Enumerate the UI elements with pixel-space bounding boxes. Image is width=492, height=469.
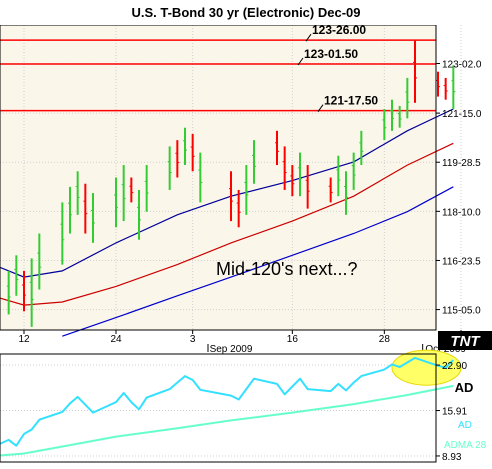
ad-tick-label: 15.91 (442, 407, 467, 418)
price-y-axis: 123-02.0 121-15.0 119-28.5 118-10.0 116-23.5… (436, 60, 482, 317)
price-tick-label: 123-02.0 (442, 60, 482, 71)
moving-averages (0, 108, 454, 337)
adma-line (0, 384, 454, 457)
logo-text: TNT (450, 333, 481, 350)
level-label: 121-17.50 (324, 94, 378, 108)
ad-legend-ad: AD (458, 420, 472, 431)
month-label: Sep 2009 (210, 344, 253, 355)
ad-gridlines (0, 364, 436, 457)
level-labels: 123-26.00 123-01.50 121-17.50 (297, 23, 378, 112)
ad-tick-label: 8.93 (442, 452, 462, 463)
level-callout (317, 104, 324, 112)
date-tick-label: 16 (287, 334, 299, 345)
level-label: 123-26.00 (312, 23, 366, 37)
price-tick-label: 118-10.0 (442, 207, 481, 218)
price-tick-label: 116-23.5 (442, 256, 481, 267)
level-label: 123-01.50 (304, 47, 358, 61)
logo-badge (438, 331, 492, 350)
annotation-text: Mid-120's next...? (216, 259, 358, 279)
date-tick-label: 12 (18, 334, 30, 345)
ad-y-axis: 22.90 15.91 8.93 (436, 361, 467, 463)
level-callout (297, 57, 304, 66)
date-tick-label: 28 (379, 334, 391, 345)
ad-line (0, 356, 455, 447)
ad-tick-label: 22.90 (442, 361, 467, 372)
moving-average-line (0, 142, 454, 306)
title-bar (0, 0, 492, 25)
ad-panel-title: AD (455, 380, 474, 395)
ad-highlight-ellipse (391, 349, 462, 386)
date-tick-label: 24 (110, 334, 122, 345)
price-bars (6, 40, 456, 327)
ad-legend-adma: ADMA 28 (444, 440, 487, 451)
moving-average-line (0, 108, 454, 278)
ad-plot-frame (0, 353, 437, 463)
ad-highlight (391, 349, 462, 386)
price-plot-area (0, 25, 436, 330)
moving-average-line (62, 186, 454, 337)
chart-title: U.S. T-Bond 30 yr (Electronic) Dec-09 (131, 5, 360, 20)
level-callout (305, 33, 312, 42)
price-tick-label: 115-05.0 (442, 306, 481, 317)
price-tick-label: 121-15.0 (442, 109, 482, 120)
price-tick-label: 119-28.5 (442, 158, 481, 169)
date-tick-label: 3 (190, 334, 196, 345)
horizontal-levels (0, 39, 436, 112)
ad-series (0, 356, 455, 457)
